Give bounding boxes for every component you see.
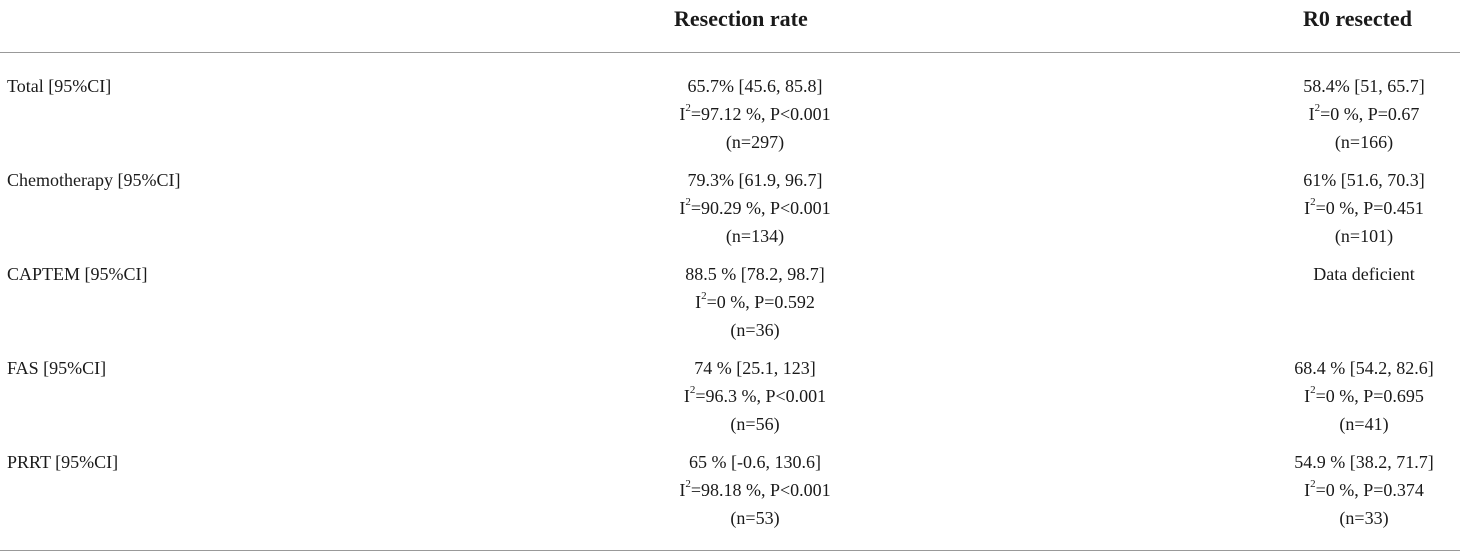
sample-size: (n=41) xyxy=(1339,414,1389,434)
estimate-value: 68.4 % [54.2, 82.6] xyxy=(1294,358,1434,378)
sample-size: (n=56) xyxy=(730,414,780,434)
heterogeneity-value: I2=90.29 %, P<0.001 xyxy=(679,196,831,219)
row-label: CAPTEM [95%CI] xyxy=(7,264,148,284)
sample-size: (n=166) xyxy=(1334,132,1394,152)
table-row: Chemotherapy [95%CI] 79.3% [61.9, 96.7] … xyxy=(0,162,1460,256)
resection-rate-cell: 88.5 % [78.2, 98.7] I2=0 %, P=0.592 (n=3… xyxy=(555,260,955,344)
heterogeneity-value: I2=0 %, P=0.695 xyxy=(1304,384,1424,407)
heterogeneity-value: I2=97.12 %, P<0.001 xyxy=(679,102,831,125)
resection-rate-cell: 74 % [25.1, 123] I2=96.3 %, P<0.001 (n=5… xyxy=(555,354,955,438)
estimate-value: 54.9 % [38.2, 71.7] xyxy=(1294,452,1434,472)
estimate-value: 58.4% [51, 65.7] xyxy=(1303,76,1425,96)
estimate-value: 88.5 % [78.2, 98.7] xyxy=(685,264,825,284)
column-header-resection-rate: Resection rate xyxy=(674,6,808,31)
row-label: Total [95%CI] xyxy=(7,76,112,96)
header-row: Resection rate R0 resected xyxy=(0,0,1460,52)
resection-rate-cell: 65 % [-0.6, 130.6] I2=98.18 %, P<0.001 (… xyxy=(555,448,955,532)
sample-size: (n=101) xyxy=(1334,226,1394,246)
bottom-rule xyxy=(0,550,1460,551)
heterogeneity-value: I2=0 %, P=0.374 xyxy=(1304,478,1424,501)
estimate-value: 65.7% [45.6, 85.8] xyxy=(687,76,823,96)
header-rule xyxy=(0,52,1460,53)
row-label: FAS [95%CI] xyxy=(7,358,107,378)
heterogeneity-value: I2=96.3 %, P<0.001 xyxy=(683,384,827,407)
r0-resected-cell: 58.4% [51, 65.7] I2=0 %, P=0.67 (n=166) xyxy=(1164,72,1460,156)
sample-size: (n=36) xyxy=(730,320,780,340)
estimate-value: 61% [51.6, 70.3] xyxy=(1303,170,1425,190)
sample-size: (n=134) xyxy=(725,226,785,246)
r0-resected-cell: 68.4 % [54.2, 82.6] I2=0 %, P=0.695 (n=4… xyxy=(1164,354,1460,438)
resection-rate-cell: 65.7% [45.6, 85.8] I2=97.12 %, P<0.001 (… xyxy=(555,72,955,156)
sample-size: (n=53) xyxy=(730,508,780,528)
heterogeneity-value: I2=98.18 %, P<0.001 xyxy=(679,478,831,501)
heterogeneity-value: I2=0 %, P=0.592 xyxy=(695,290,815,313)
sample-size: (n=297) xyxy=(725,132,785,152)
sample-size: (n=33) xyxy=(1339,508,1389,528)
r0-resected-cell: Data deficient xyxy=(1164,260,1460,288)
heterogeneity-value: I2=0 %, P=0.67 xyxy=(1308,102,1420,125)
row-label: PRRT [95%CI] xyxy=(7,452,119,472)
table-row: Total [95%CI] 65.7% [45.6, 85.8] I2=97.1… xyxy=(0,68,1460,162)
estimate-value: Data deficient xyxy=(1313,264,1415,284)
estimate-value: 74 % [25.1, 123] xyxy=(694,358,816,378)
table-row: PRRT [95%CI] 65 % [-0.6, 130.6] I2=98.18… xyxy=(0,444,1460,538)
resection-rate-cell: 79.3% [61.9, 96.7] I2=90.29 %, P<0.001 (… xyxy=(555,166,955,250)
table-row: CAPTEM [95%CI] 88.5 % [78.2, 98.7] I2=0 … xyxy=(0,256,1460,350)
r0-resected-cell: 61% [51.6, 70.3] I2=0 %, P=0.451 (n=101) xyxy=(1164,166,1460,250)
heterogeneity-value: I2=0 %, P=0.451 xyxy=(1304,196,1424,219)
row-label: Chemotherapy [95%CI] xyxy=(7,170,181,190)
r0-resected-cell: 54.9 % [38.2, 71.7] I2=0 %, P=0.374 (n=3… xyxy=(1164,448,1460,532)
column-header-r0-resected: R0 resected xyxy=(1303,6,1412,31)
table-row: FAS [95%CI] 74 % [25.1, 123] I2=96.3 %, … xyxy=(0,350,1460,444)
estimate-value: 79.3% [61.9, 96.7] xyxy=(687,170,823,190)
estimate-value: 65 % [-0.6, 130.6] xyxy=(689,452,821,472)
